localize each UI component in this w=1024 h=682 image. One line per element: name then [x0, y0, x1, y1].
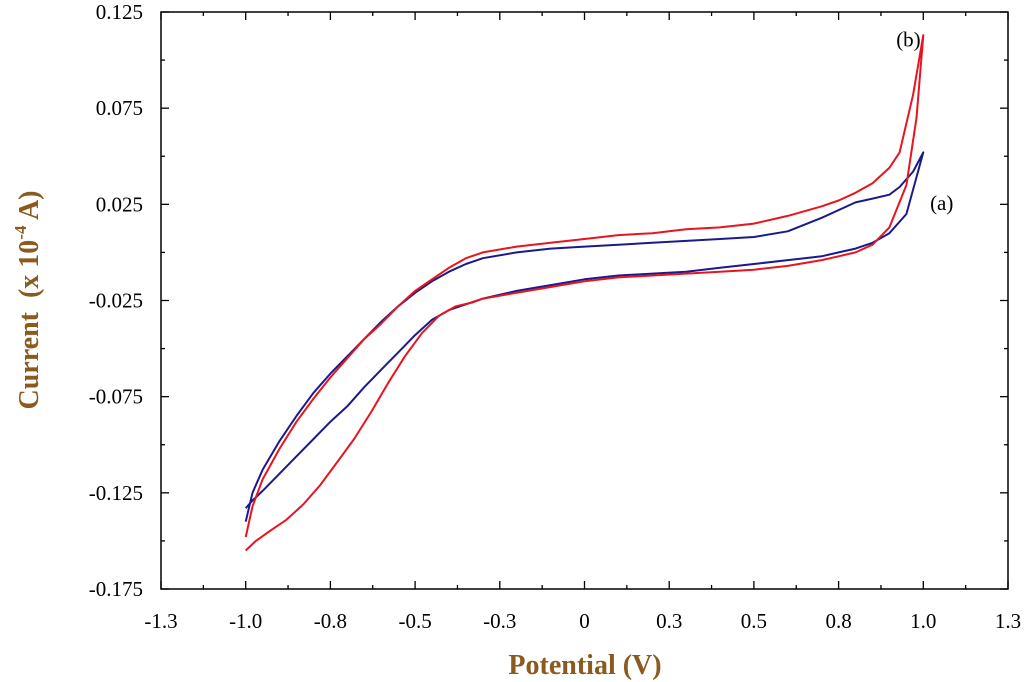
x-tick-label: 0 [579, 609, 590, 633]
series-annotation: (a) [930, 191, 953, 215]
y-axis-title-main: Current [14, 311, 45, 409]
plot-frame [160, 11, 1009, 590]
x-tick-label: -0.5 [398, 609, 431, 633]
y-tick-label: -0.075 [89, 385, 143, 409]
x-tick-label: -0.3 [483, 609, 516, 633]
series-layer [244, 34, 925, 552]
series-line [244, 34, 925, 552]
series-line [244, 151, 925, 522]
y-tick-label: 0.075 [96, 96, 143, 120]
x-tick-label: -0.8 [314, 609, 347, 633]
x-tick-label: -1.0 [229, 609, 262, 633]
y-axis-title-unit-prefix: (x 10 [14, 240, 45, 298]
y-axis-title-unit-exp: -4 [11, 225, 30, 240]
axis-ticks [160, 11, 1009, 590]
y-tick-label: -0.025 [89, 289, 143, 313]
y-axis-title-unit-suffix: A) [14, 191, 45, 226]
y-tick-label: -0.175 [89, 577, 143, 601]
y-tick-label: -0.125 [89, 481, 143, 505]
axis-tick-labels: -1.3 -1.0 -0.8 -0.5 -0.3 0 0.3 0.5 0.8 1.0 1.3 0.12… [89, 0, 1021, 633]
series-annotations: (a) (b) [896, 28, 953, 215]
x-axis-title: Potential (V) [508, 650, 661, 681]
series-b [244, 34, 925, 552]
x-tick-label: 1.0 [910, 609, 936, 633]
x-tick-label: 0.5 [741, 609, 767, 633]
x-tick-label: 0.3 [656, 609, 682, 633]
x-tick-label: 1.3 [995, 609, 1021, 633]
x-tick-label: -1.3 [144, 609, 177, 633]
y-tick-label: 0.125 [96, 0, 143, 24]
x-tick-label: 0.8 [825, 609, 851, 633]
y-tick-label: 0.025 [96, 192, 143, 216]
series-a [244, 151, 925, 522]
y-axis-title: Current (x 10-4 A) [11, 191, 45, 410]
series-annotation: (b) [896, 28, 921, 52]
